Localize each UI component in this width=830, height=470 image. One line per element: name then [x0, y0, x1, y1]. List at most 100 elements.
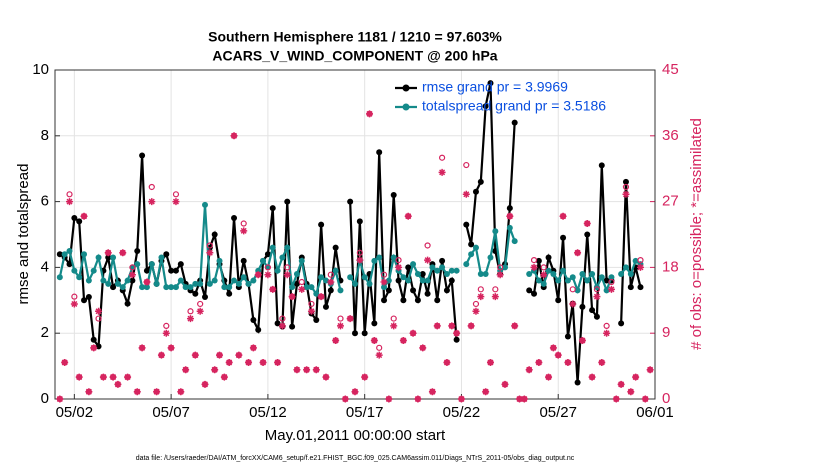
- point: [124, 300, 131, 307]
- point: [308, 284, 315, 291]
- obs-assimilated: [95, 307, 103, 315]
- obs-assimilated: [622, 190, 630, 198]
- obs-assimilated: [598, 358, 606, 366]
- point: [487, 254, 494, 261]
- obs-possible: [187, 308, 194, 315]
- obs-assimilated: [70, 300, 78, 308]
- obs-assimilated: [535, 358, 543, 366]
- obs-assimilated: [617, 380, 625, 388]
- obs-assimilated: [317, 293, 325, 301]
- point: [260, 257, 267, 264]
- obs-assimilated: [588, 373, 596, 381]
- obs-assimilated: [196, 307, 204, 315]
- point: [221, 284, 228, 291]
- legend-label: totalspread grand pr = 3.5186: [422, 98, 606, 114]
- obs-assimilated: [366, 110, 374, 118]
- point: [618, 320, 625, 327]
- obs-assimilated: [303, 366, 311, 374]
- point: [177, 277, 184, 284]
- obs-assimilated: [66, 198, 74, 206]
- point: [56, 251, 63, 258]
- point: [289, 323, 296, 330]
- point: [627, 270, 634, 277]
- obs-assimilated: [346, 315, 354, 323]
- point: [163, 284, 170, 291]
- y2-axis-label: # of obs: o=possible; *=assimilated: [688, 118, 705, 350]
- point: [192, 280, 199, 287]
- point: [95, 254, 102, 261]
- obs-assimilated: [230, 132, 238, 140]
- obs-assimilated: [201, 380, 209, 388]
- obs-possible: [356, 249, 363, 256]
- x-tick-label: 05/27: [539, 404, 577, 421]
- obs-possible: [593, 286, 601, 293]
- point: [264, 251, 271, 258]
- obs-assimilated: [448, 322, 456, 330]
- obs-assimilated: [211, 366, 219, 374]
- obs-assimilated: [269, 285, 277, 293]
- obs-assimilated: [225, 358, 233, 366]
- obs-assimilated: [457, 395, 465, 403]
- obs-assimilated: [162, 329, 170, 337]
- obs-possible: [395, 256, 402, 264]
- point: [371, 320, 378, 327]
- point: [129, 277, 136, 284]
- point: [400, 274, 407, 281]
- legend-marker: [402, 103, 410, 111]
- point: [443, 270, 450, 277]
- obs-assimilated: [428, 388, 436, 396]
- obs-assimilated: [90, 344, 98, 352]
- point: [361, 274, 368, 281]
- obs-possible: [603, 322, 610, 329]
- point: [598, 162, 605, 169]
- point: [434, 267, 441, 274]
- point: [564, 277, 571, 284]
- point: [313, 317, 320, 324]
- obs-assimilated: [641, 395, 649, 403]
- obs-possible: [376, 344, 383, 351]
- point: [76, 218, 83, 225]
- point: [168, 267, 175, 274]
- point: [148, 261, 155, 268]
- obs-possible: [172, 191, 180, 198]
- obs-assimilated: [85, 388, 93, 396]
- point: [593, 313, 600, 320]
- obs-assimilated: [259, 358, 267, 366]
- obs-assimilated: [240, 227, 248, 235]
- point: [632, 257, 639, 264]
- point: [511, 119, 518, 126]
- point: [535, 257, 542, 264]
- point: [134, 261, 141, 268]
- point: [429, 264, 436, 271]
- point: [502, 264, 508, 271]
- point: [274, 320, 281, 327]
- point: [555, 277, 562, 284]
- obs-assimilated: [182, 366, 190, 374]
- point: [143, 267, 150, 274]
- point: [637, 284, 644, 291]
- point: [192, 290, 199, 297]
- x-axis-label: May.01,2011 00:00:00 start: [265, 427, 446, 444]
- obs-possible: [569, 286, 576, 293]
- point: [279, 254, 286, 261]
- point: [618, 270, 625, 277]
- point: [110, 254, 117, 261]
- obs-possible: [284, 264, 291, 271]
- point: [293, 280, 300, 287]
- obs-possible: [390, 315, 397, 322]
- point: [550, 270, 557, 277]
- obs-assimilated: [128, 271, 136, 279]
- obs-assimilated: [322, 373, 330, 381]
- obs-assimilated: [80, 212, 88, 220]
- x-tick-label: 05/22: [443, 404, 481, 421]
- y-tick-label: 8: [41, 127, 49, 144]
- point: [105, 280, 112, 287]
- point: [322, 303, 329, 310]
- point: [269, 205, 276, 212]
- point: [100, 277, 107, 284]
- obs-possible: [463, 161, 470, 169]
- point: [356, 218, 363, 225]
- point: [477, 270, 484, 277]
- obs-possible: [163, 322, 170, 329]
